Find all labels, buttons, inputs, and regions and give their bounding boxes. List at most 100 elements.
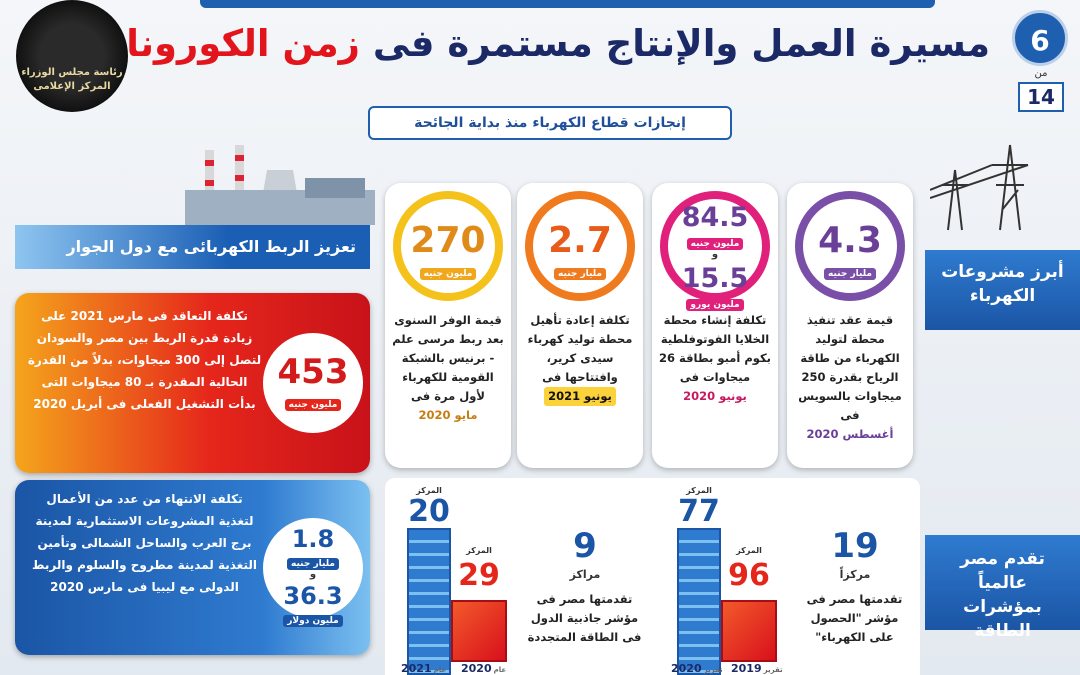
rank-label: المركز (466, 546, 492, 555)
amount-unit: مليار جنيه (803, 261, 897, 280)
amount-value: 270 (410, 220, 486, 261)
card-description: قيمة عقد تنفيذ محطة لتوليد الكهرباء من ط… (798, 313, 902, 422)
amount-circle: 1.8 مليار جنيه و 36.3 مليون دولار (263, 517, 363, 627)
rank-label: المركز (686, 486, 712, 495)
amount-circle: 2.7 مليار جنيه (525, 191, 635, 301)
amount-value: 453 (277, 352, 349, 392)
card-text: تكلفة إنشاء محطة الخلايا الفوتوفلطية بكو… (658, 311, 772, 406)
rank-box (721, 600, 777, 662)
title-highlight: زمن الكورونا (126, 22, 360, 65)
amount-unit-text: مليار جنيه (824, 268, 876, 280)
rank-year: تقرير2020 (669, 662, 723, 675)
improvement-text: تقدمتها مصر فى مؤشر جاذبية الدول فى الطا… (527, 592, 642, 644)
connector: و (309, 568, 317, 580)
amount-value: 1.8 (291, 524, 335, 553)
rank-year-value: 2021 (401, 662, 432, 675)
card-text: تكلفة إعادة تأهيل محطة توليد كهرباء سيدى… (523, 311, 637, 406)
card-text: قيمة الوفر السنوى بعد ربط مرسى علم - برن… (391, 311, 505, 425)
card-text: قيمة عقد تنفيذ محطة لتوليد الكهرباء من ط… (793, 311, 907, 444)
rankings-panel: 19 مركزاً تقدمتها مصر فى مؤشر "الحصول على … (385, 478, 920, 675)
card-date: مايو 2020 (418, 408, 478, 422)
top-bar (200, 0, 935, 8)
amount-unit-text: مليون يورو (686, 299, 744, 311)
improvement-value: 9 (573, 526, 597, 566)
amount-circle: 4.3 مليار جنيه (795, 191, 905, 301)
title: مسيرة العمل والإنتاج مستمرة فى زمن الكور… (126, 22, 990, 65)
rank-year-prefix: عام (493, 666, 507, 674)
project-card: 2.7 مليار جنيه تكلفة إعادة تأهيل محطة تولي… (517, 183, 643, 468)
ladder (677, 528, 721, 675)
amount-circle: 270 مليون جنيه (393, 191, 503, 301)
amount-unit-text: مليون جنيه (686, 238, 744, 250)
rank-year-prefix: تقرير (763, 666, 783, 674)
page-of: من (1034, 68, 1048, 79)
amount-circle: 453 مليون جنيه (263, 333, 363, 433)
card-date: يونيو 2021 (544, 387, 616, 406)
rank-value: 96 (728, 558, 770, 593)
amount-unit: مليار جنيه (533, 261, 627, 280)
amount-value: 15.5 (681, 263, 749, 294)
improvement-value: 19 (831, 526, 879, 566)
rank-year-value: 2020 (671, 662, 702, 675)
amount-value: 84.5 (681, 202, 749, 233)
card-description: تكلفة إنشاء محطة الخلايا الفوتوفلطية بكو… (659, 313, 771, 384)
rank-box (451, 600, 507, 662)
amount-unit-text: مليون جنيه (284, 399, 342, 411)
amount-value: 2.7 (548, 220, 612, 261)
rank-value: 29 (458, 558, 500, 593)
amount-unit: مليون جنيه (268, 392, 358, 411)
amount-unit: مليون جنيه (401, 261, 495, 280)
project-card: 270 مليون جنيه قيمة الوفر السنوى بعد ربط م… (385, 183, 511, 468)
pylon-illustration (930, 144, 1029, 231)
amount-unit: مليار جنيه (268, 551, 358, 570)
logo: رئاسة مجلس الوزراء المركز الإعلامى (16, 0, 128, 112)
amount-unit: مليون يورو (668, 292, 762, 311)
interconnection-box: 1.8 مليار جنيه و 36.3 مليون دولار تكلفة الانت… (15, 480, 370, 655)
amount-value: 36.3 (283, 581, 343, 610)
power-plant-illustration (185, 145, 375, 225)
improvement-unit: مركزاً (839, 568, 871, 581)
improvement-unit: مراكز (569, 568, 601, 581)
card-description: قيمة الوفر السنوى بعد ربط مرسى علم - برن… (392, 313, 504, 403)
project-card: 84.5 مليون جنيه و 15.5 مليون يورو تكلفة إنشاء… (652, 183, 778, 468)
box-text: تكلفة الانتهاء من عدد من الأعمال لتغذية … (32, 492, 257, 594)
box-text: تكلفة التعاقد فى مارس 2021 على زيادة قدر… (27, 309, 262, 411)
title-main: مسيرة العمل والإنتاج مستمرة فى (372, 22, 990, 65)
amount-unit: مليون دولار (268, 608, 358, 627)
connector: و (711, 249, 719, 260)
logo-line: المركز الإعلامى (33, 81, 111, 92)
rank-year-value: 2020 (461, 662, 492, 675)
card-date: يونيو 2020 (683, 389, 747, 403)
section-label: أبرز مشروعات الكهرباء (925, 250, 1080, 330)
logo-line: رئاسة مجلس الوزراء (21, 67, 123, 78)
subtitle: إنجازات قطاع الكهرباء منذ بداية الجائحة (368, 106, 732, 140)
rank-year: تقرير2019 (729, 662, 783, 675)
amount-unit: مليون جنيه (668, 231, 762, 250)
rank-label: المركز (736, 546, 762, 555)
amount-unit-text: مليون دولار (283, 614, 343, 627)
page-number: 6 (1012, 10, 1068, 66)
ranking-group: 19 مركزاً تقدمتها مصر فى مؤشر "الحصول على … (655, 478, 920, 675)
project-card: 4.3 مليار جنيه قيمة عقد تنفيذ محطة لتوليد … (787, 183, 913, 468)
rank-year: عام2021 (399, 662, 446, 675)
rank-year-value: 2019 (731, 662, 762, 675)
card-date: أغسطس 2020 (806, 427, 894, 441)
card-description: تكلفة إعادة تأهيل محطة توليد كهرباء سيدى… (527, 313, 633, 384)
section-label: تقدم مصر عالمياً بمؤشرات الطاقة (925, 535, 1080, 641)
rank-value: 77 (678, 494, 720, 529)
rank-year: عام2020 (459, 662, 506, 675)
rank-year-prefix: تقرير (703, 666, 723, 674)
rank-year-prefix: عام (433, 666, 447, 674)
amount-value: 4.3 (818, 220, 882, 261)
ladder (407, 528, 451, 675)
amount-unit-text: مليار جنيه (287, 557, 339, 570)
ranking-group: 9 مراكز تقدمتها مصر فى مؤشر جاذبية الدول ف… (385, 478, 650, 675)
interconnection-box: 453 مليون جنيه تكلفة التعاقد فى مارس 2021 … (15, 293, 370, 473)
amount-circle: 84.5 مليون جنيه و 15.5 مليون يورو (660, 191, 770, 311)
rank-label: المركز (416, 486, 442, 495)
rank-value: 20 (408, 494, 450, 529)
amount-unit-text: مليار جنيه (554, 268, 606, 280)
improvement-text: تقدمتها مصر فى مؤشر "الحصول على الكهرباء… (806, 592, 903, 644)
page-total: 14 (1018, 82, 1064, 112)
